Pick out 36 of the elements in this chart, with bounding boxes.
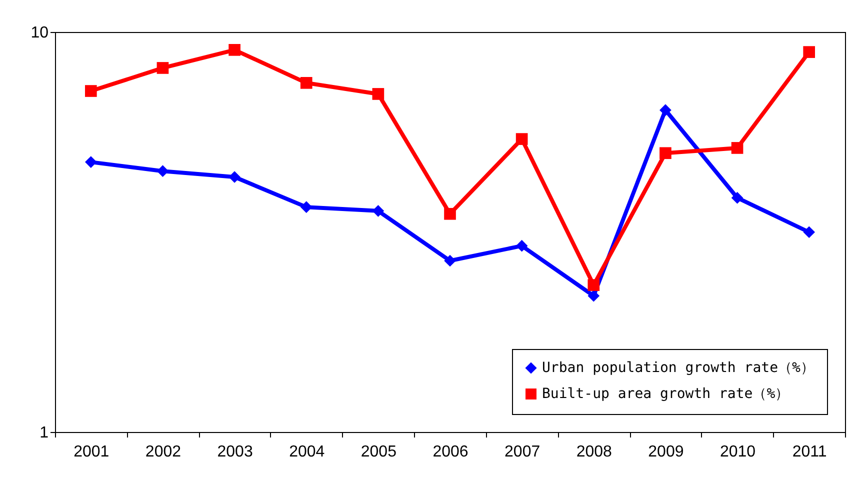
point [731,192,744,204]
point [228,44,240,56]
point [84,156,97,168]
legend-label: Urban population growth rate（%） [542,360,814,376]
point [300,76,312,89]
point [444,208,456,220]
point [372,205,384,217]
x-tick-label: 2010 [720,444,756,460]
point [516,133,528,145]
point [444,254,456,267]
x-tick-label: 2004 [289,444,325,460]
point [156,62,169,74]
x-tick-label: 2011 [792,444,827,460]
point [660,104,672,116]
point [588,290,600,302]
x-tick-label: 2002 [145,444,182,460]
point [84,85,97,97]
x-tick-label: 2005 [360,444,397,460]
legend-label: Built-up area growth rate（%） [542,386,790,402]
y-tick-label: 10 [30,24,49,42]
x-tick-label: 2003 [217,444,253,460]
x-tick-label: 2009 [648,444,684,460]
point [588,279,600,291]
point [516,240,528,252]
point [803,226,816,238]
x-tick-label: 2006 [432,444,468,460]
x-tick-label: 2008 [576,444,612,460]
point [300,201,312,213]
y-tick-label: 1 [40,424,49,442]
x-tick-label: 2001 [74,444,110,460]
point [228,171,240,183]
x-tick-label: 2007 [504,444,540,460]
point [731,142,744,154]
point [372,88,384,100]
point [803,46,816,58]
point [660,147,672,160]
